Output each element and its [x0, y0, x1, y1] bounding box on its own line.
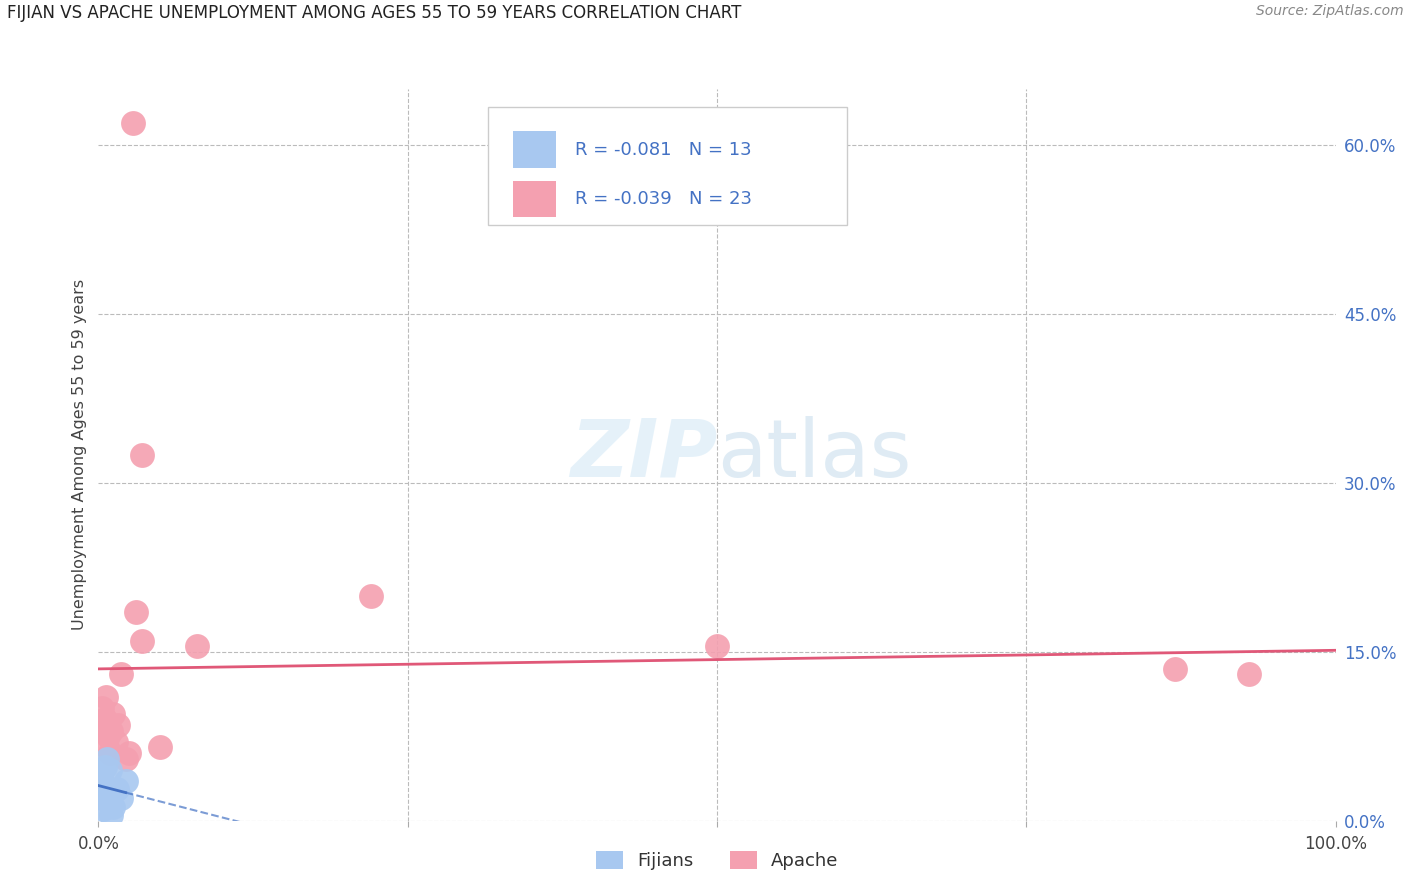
Point	[118, 746, 141, 760]
Point	[100, 808, 122, 822]
Legend: Fijians, Apache: Fijians, Apache	[589, 844, 845, 878]
Point	[98, 763, 121, 777]
Point	[114, 752, 136, 766]
Point	[96, 740, 118, 755]
Point	[100, 723, 122, 738]
Point	[97, 729, 120, 743]
Point	[186, 639, 208, 653]
Y-axis label: Unemployment Among Ages 55 to 59 years: Unemployment Among Ages 55 to 59 years	[72, 279, 87, 631]
Point	[131, 633, 153, 648]
Point	[360, 589, 382, 603]
Point	[105, 782, 128, 797]
Point	[90, 771, 112, 785]
Point	[110, 791, 132, 805]
Point	[94, 690, 117, 704]
Point	[103, 706, 125, 721]
Point	[96, 752, 118, 766]
FancyBboxPatch shape	[513, 180, 557, 218]
Point	[124, 606, 146, 620]
Point	[1164, 662, 1187, 676]
Point	[91, 701, 114, 715]
Point	[131, 448, 153, 462]
Point	[706, 639, 728, 653]
Point	[94, 780, 117, 794]
Point	[93, 723, 115, 738]
Text: Source: ZipAtlas.com: Source: ZipAtlas.com	[1256, 4, 1403, 19]
Point	[122, 116, 145, 130]
Point	[110, 667, 132, 681]
Text: R = -0.039   N = 23: R = -0.039 N = 23	[575, 190, 752, 208]
Text: FIJIAN VS APACHE UNEMPLOYMENT AMONG AGES 55 TO 59 YEARS CORRELATION CHART: FIJIAN VS APACHE UNEMPLOYMENT AMONG AGES…	[7, 4, 741, 22]
Point	[93, 759, 115, 773]
Point	[114, 774, 136, 789]
Point	[107, 718, 129, 732]
Point	[93, 712, 115, 726]
Point	[149, 740, 172, 755]
Point	[93, 802, 115, 816]
Point	[104, 735, 127, 749]
Text: R = -0.081   N = 13: R = -0.081 N = 13	[575, 141, 751, 159]
FancyBboxPatch shape	[513, 131, 557, 168]
Point	[1237, 667, 1260, 681]
FancyBboxPatch shape	[488, 108, 846, 225]
Text: atlas: atlas	[717, 416, 911, 494]
Point	[97, 785, 120, 799]
Text: ZIP: ZIP	[569, 416, 717, 494]
Point	[103, 800, 125, 814]
Point	[91, 791, 114, 805]
Point	[98, 746, 121, 760]
